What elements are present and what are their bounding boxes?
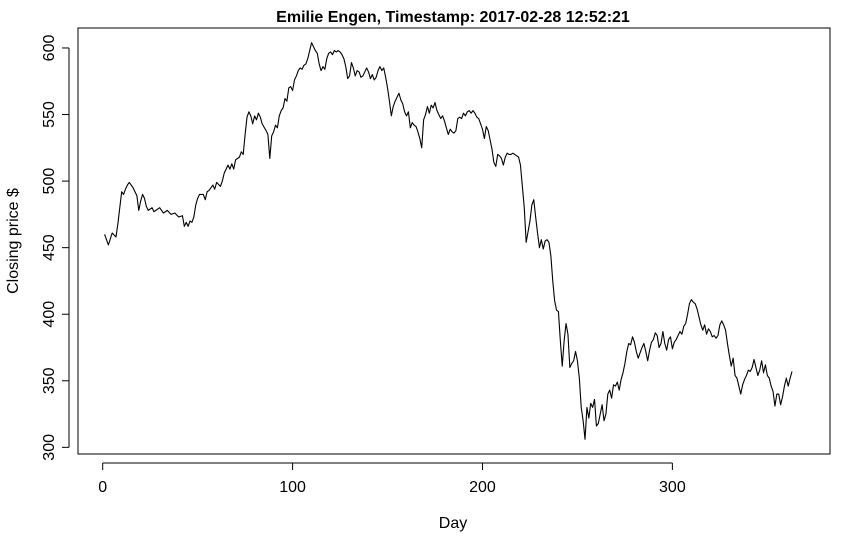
plot-frame [77,27,831,455]
x-tick-label: 200 [469,479,496,496]
y-axis: 300 350 400 450 500 550 600 [41,35,70,461]
y-tick-label: 600 [41,35,58,62]
chart-title: Emilie Engen, Timestamp: 2017-02-28 12:5… [276,9,630,26]
y-tick-label: 400 [41,301,58,328]
x-tick-label: 100 [279,479,306,496]
x-tick-label: 0 [98,479,107,496]
y-tick-label: 350 [41,367,58,394]
x-axis: 0 100 200 300 [98,462,686,496]
x-axis-label: Day [439,515,467,532]
series-group [104,42,793,440]
series-line [104,42,793,440]
y-tick-label: 500 [41,168,58,195]
x-tick-label: 300 [659,479,686,496]
y-tick-label: 300 [41,434,58,461]
y-tick-label: 450 [41,234,58,261]
y-tick-label: 550 [41,101,58,128]
y-axis-label: Closing price $ [5,188,22,294]
